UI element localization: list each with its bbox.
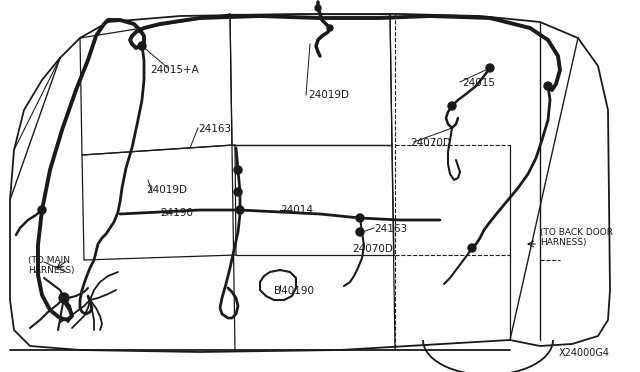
Text: 24014: 24014 (280, 205, 313, 215)
Text: 24015: 24015 (462, 78, 495, 88)
Circle shape (59, 293, 69, 303)
Circle shape (138, 42, 146, 50)
Circle shape (448, 102, 456, 110)
Text: X24000G4: X24000G4 (559, 348, 610, 358)
Text: 24163: 24163 (374, 224, 407, 234)
Text: B40190: B40190 (274, 286, 314, 296)
Circle shape (236, 206, 244, 214)
Circle shape (468, 244, 476, 252)
Text: 24190: 24190 (160, 208, 193, 218)
Text: 24015+A: 24015+A (150, 65, 199, 75)
Text: 24019D: 24019D (308, 90, 349, 100)
Circle shape (327, 25, 333, 31)
Text: 24070D: 24070D (410, 138, 451, 148)
Circle shape (544, 82, 552, 90)
Text: (TO MAIN
HARNESS): (TO MAIN HARNESS) (28, 256, 74, 275)
Circle shape (356, 214, 364, 222)
Text: (TO BACK DOOR
HARNESS): (TO BACK DOOR HARNESS) (540, 228, 613, 247)
Circle shape (234, 188, 242, 196)
Text: 24070D: 24070D (352, 244, 393, 254)
Text: 24163: 24163 (198, 124, 231, 134)
Circle shape (356, 228, 364, 236)
Circle shape (486, 64, 494, 72)
Circle shape (234, 166, 242, 174)
Text: 24019D: 24019D (146, 185, 187, 195)
Circle shape (38, 206, 46, 214)
Circle shape (315, 5, 321, 11)
